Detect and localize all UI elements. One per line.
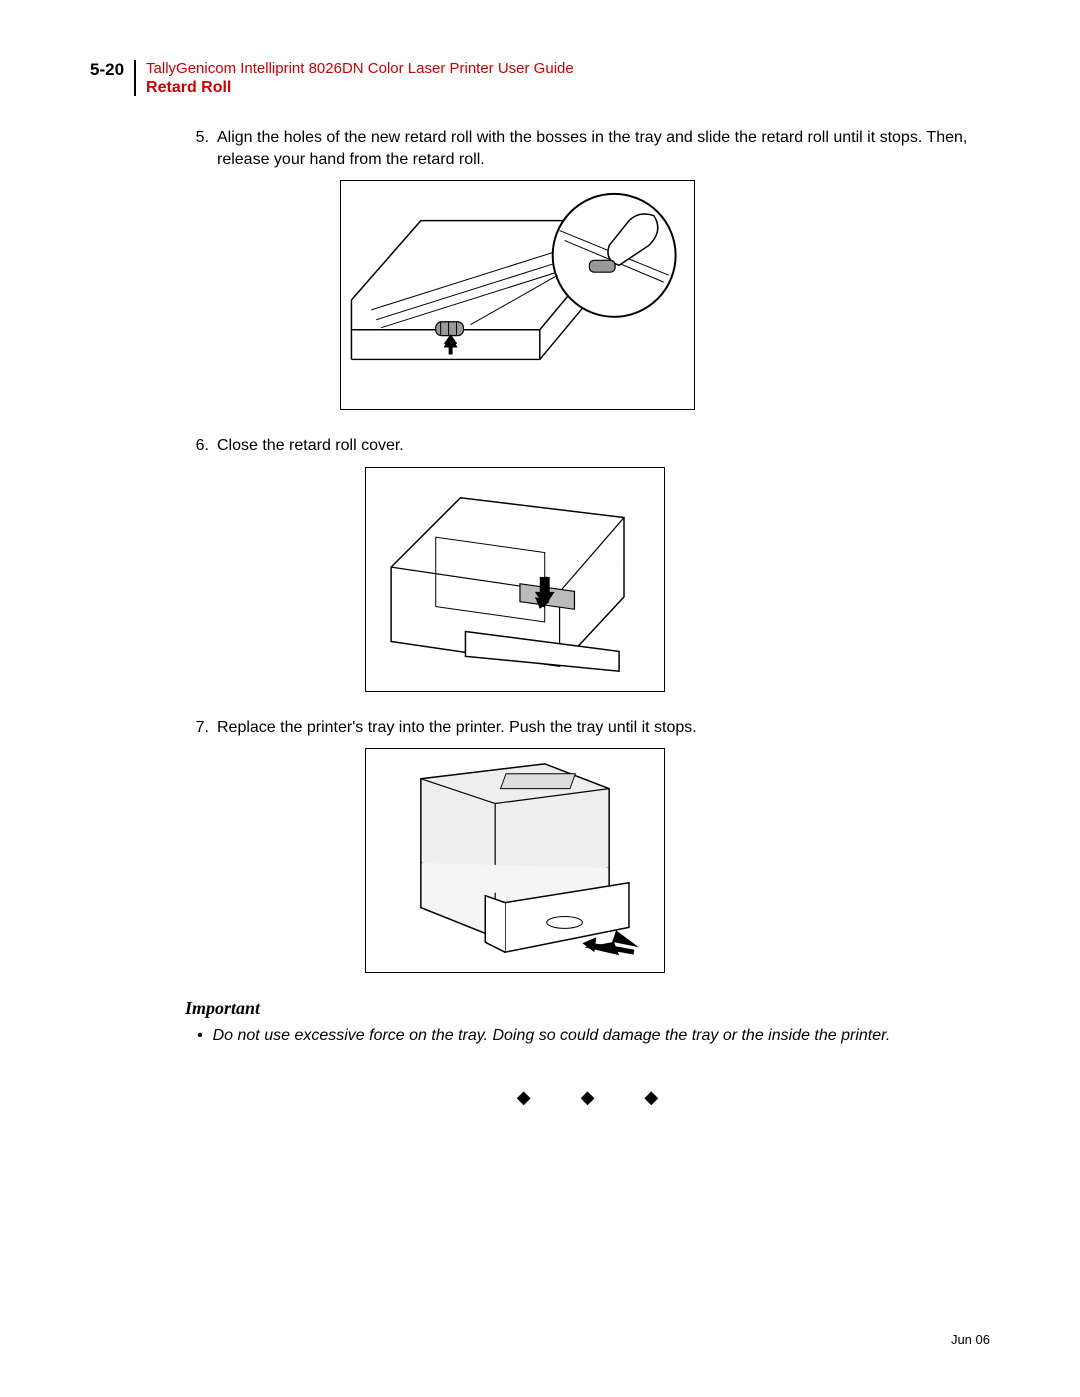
page-header: 5-20 TallyGenicom Intelliprint 8026DN Co… <box>90 60 990 97</box>
figure-replace-tray <box>365 748 665 973</box>
step-text: Replace the printer's tray into the prin… <box>217 717 990 739</box>
step-7: 7. Replace the printer's tray into the p… <box>185 717 990 739</box>
step-5: 5. Align the holes of the new retard rol… <box>185 127 990 170</box>
guide-title: TallyGenicom Intelliprint 8026DN Color L… <box>146 60 574 77</box>
bullet-icon: • <box>197 1025 203 1047</box>
step-text: Align the holes of the new retard roll w… <box>217 127 990 170</box>
figure-close-cover <box>365 467 665 692</box>
step-number: 7. <box>185 717 209 739</box>
important-heading: Important <box>185 998 990 1019</box>
header-divider <box>134 60 136 96</box>
step-number: 6. <box>185 435 209 457</box>
footer-date: Jun 06 <box>951 1332 990 1347</box>
step-number: 5. <box>185 127 209 170</box>
page-content: 5. Align the holes of the new retard rol… <box>185 127 990 1108</box>
step-text: Close the retard roll cover. <box>217 435 990 457</box>
page-number: 5-20 <box>90 60 134 80</box>
figure-retard-roll-align <box>340 180 695 410</box>
important-item: • Do not use excessive force on the tray… <box>197 1025 990 1047</box>
important-text: Do not use excessive force on the tray. … <box>213 1025 891 1047</box>
section-end-ornament: ◆◆◆ <box>185 1087 990 1108</box>
step-6: 6. Close the retard roll cover. <box>185 435 990 457</box>
section-title: Retard Roll <box>146 79 574 97</box>
